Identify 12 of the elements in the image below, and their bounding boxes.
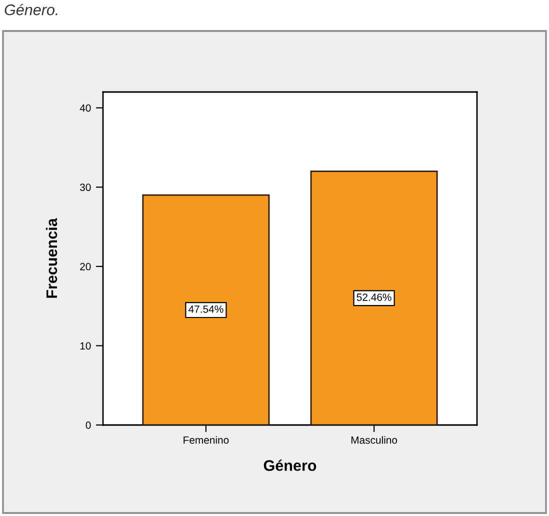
y-tick-label: 20 (80, 262, 91, 270)
chart-title: Género. (4, 4, 58, 16)
y-tick-label: 40 (80, 104, 91, 112)
y-tick-label: 10 (80, 342, 91, 350)
y-tick-label: 30 (80, 184, 91, 192)
x-tick-label: Masculino (351, 436, 398, 444)
y-axis-title: Frecuencia (46, 218, 58, 298)
annotation: 47.54% (188, 306, 224, 313)
x-tick-label: Femenino (184, 436, 229, 444)
y-tick-label: 0 (86, 422, 91, 429)
annotation: 52.46% (356, 294, 392, 301)
x-axis-title: Género (264, 460, 316, 471)
